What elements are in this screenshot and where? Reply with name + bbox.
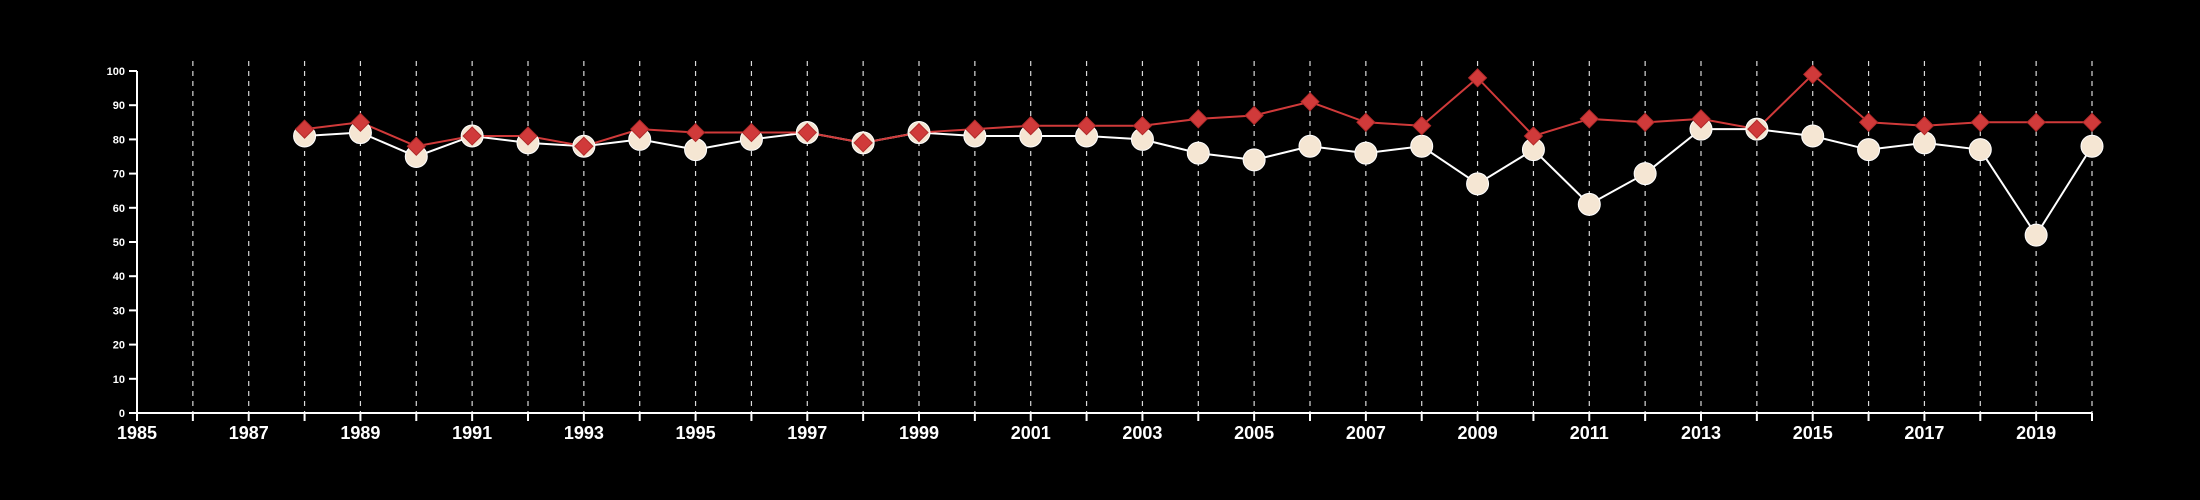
y-tick-label: 20	[113, 340, 125, 352]
diamond-point	[965, 119, 985, 139]
y-tick-label: 40	[113, 271, 125, 283]
diamond-point	[574, 136, 594, 156]
circle-point	[1633, 162, 1657, 186]
diamond-point	[797, 122, 817, 143]
circle-point	[2080, 134, 2104, 158]
diamond-point	[1244, 105, 1264, 126]
circle-point	[1410, 134, 1434, 158]
diamond-point	[853, 133, 873, 153]
diamond-point	[462, 126, 482, 146]
diamond-point	[630, 119, 650, 139]
x-tick-label: 2019	[2016, 423, 2056, 443]
y-tick-label: 60	[113, 203, 125, 215]
axes	[129, 70, 2093, 421]
diamond-point	[1132, 116, 1153, 136]
y-tick-label: 10	[113, 374, 125, 386]
diamond-point	[294, 119, 315, 139]
diamond-point	[1188, 109, 1208, 129]
x-tick-label: 2007	[1346, 423, 1386, 443]
diamond-point	[350, 112, 371, 133]
y-tick-label: 0	[119, 408, 125, 420]
circle-point	[2024, 223, 2048, 247]
tick-labels: 0 10 20 30 40 50 60 70 80 90 100 1985 1987 1989 1991 19…	[107, 66, 2057, 443]
grid	[192, 61, 2093, 413]
x-tick-label: 1985	[117, 423, 157, 443]
x-tick-label: 2009	[1458, 423, 1498, 443]
circle-point	[1298, 134, 1322, 158]
diamond-point	[1970, 112, 1990, 133]
x-tick-label: 2017	[1904, 423, 1944, 443]
x-tick-label: 1999	[899, 423, 939, 443]
circle-point	[1801, 124, 1825, 148]
circle-point	[1466, 172, 1490, 196]
diamond-point	[518, 126, 538, 146]
x-tick-label: 2013	[1681, 423, 1721, 443]
diamond-point	[1803, 64, 1823, 85]
diamond-point	[1691, 109, 1711, 129]
diamond-point	[1412, 116, 1432, 136]
diamond-point	[1076, 116, 1097, 136]
x-tick-label: 2015	[1793, 423, 1833, 443]
diamond-point	[741, 122, 762, 143]
x-tick-label: 2003	[1122, 423, 1162, 443]
diamond-point	[1356, 112, 1376, 133]
x-tick-label: 1995	[676, 423, 716, 443]
circle-point	[1577, 192, 1601, 216]
circle-point	[1968, 138, 1992, 162]
circle-point	[1354, 141, 1378, 165]
x-tick-label: 2005	[1234, 423, 1274, 443]
circle-point	[1186, 141, 1210, 165]
diamond-point	[685, 122, 706, 143]
diamond-point	[1747, 119, 1767, 139]
circle-point	[1857, 138, 1881, 162]
y-tick-label: 90	[113, 100, 125, 112]
diamond-point	[1523, 126, 1544, 146]
y-tick-label: 100	[107, 66, 125, 78]
y-tick-label: 30	[113, 305, 125, 317]
diamond-point	[1467, 68, 1488, 88]
diamond-point	[406, 136, 426, 156]
x-tick-label: 2001	[1011, 423, 1051, 443]
diamond-point	[1858, 112, 1879, 133]
diamond-point	[1635, 112, 1655, 133]
x-tick-label: 1987	[229, 423, 269, 443]
x-tick-label: 2011	[1570, 423, 1609, 443]
y-tick-label: 50	[113, 237, 125, 249]
diamond-point	[909, 122, 929, 143]
y-tick-label: 70	[113, 169, 125, 181]
diamond-point	[2082, 112, 2102, 133]
x-tick-label: 1993	[564, 423, 604, 443]
diamond-point	[1914, 116, 1935, 136]
x-tick-label: 1991	[452, 423, 492, 443]
diamond-point	[1579, 109, 1599, 129]
diamond-point	[2026, 112, 2046, 133]
diamond-point	[1021, 116, 1041, 136]
diamond-point	[1300, 92, 1320, 112]
circle-point	[1242, 148, 1266, 172]
x-tick-label: 1989	[340, 423, 380, 443]
y-tick-label: 80	[113, 134, 125, 146]
series	[293, 64, 2104, 247]
x-tick-label: 1997	[787, 423, 827, 443]
